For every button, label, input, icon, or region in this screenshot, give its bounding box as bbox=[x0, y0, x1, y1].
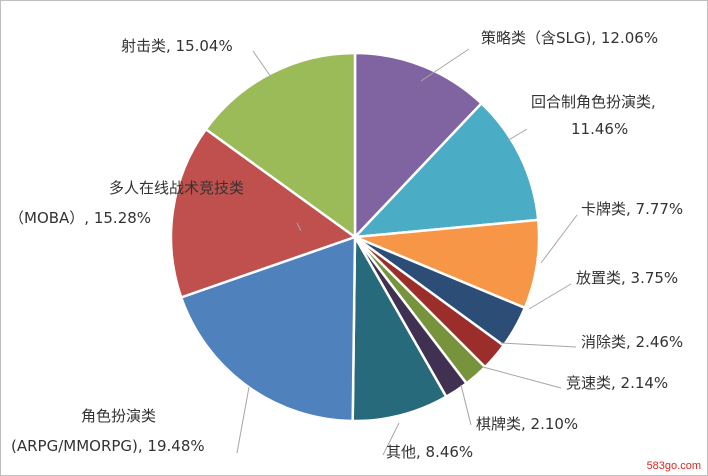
slice-labels: 策略类（含SLG), 12.06% 回合制角色扮演类, 11.46% 卡牌类, 7.7… bbox=[9, 29, 683, 461]
leader-lines bbox=[236, 48, 578, 456]
leader-line-7 bbox=[460, 384, 472, 426]
pie-slice-2 bbox=[351, 101, 540, 239]
leader-line-11 bbox=[252, 50, 272, 78]
leader-line-9 bbox=[236, 386, 250, 454]
pie-slice-11 bbox=[204, 51, 357, 240]
slice-label-9: 角色扮演类(ARPG/MMORPG), 19.48% bbox=[11, 407, 205, 455]
leader-line-6 bbox=[482, 366, 562, 389]
slice-label-8: 其他, 8.46% bbox=[386, 443, 473, 461]
pie-slice-8 bbox=[351, 232, 448, 423]
leader-line-8 bbox=[382, 422, 400, 456]
pie-slice-1 bbox=[353, 51, 484, 241]
leader-line-3 bbox=[540, 214, 578, 264]
leader-line-10 bbox=[296, 222, 302, 232]
leader-line-5 bbox=[500, 342, 577, 348]
leader-line-1 bbox=[420, 48, 470, 82]
slice-label-1: 策略类（含SLG), 12.06% bbox=[481, 29, 658, 47]
leader-line-4 bbox=[528, 283, 572, 310]
pie-slice-10 bbox=[169, 127, 358, 299]
slice-label-7: 棋牌类, 2.10% bbox=[476, 415, 578, 433]
slice-label-5: 消除类, 2.46% bbox=[581, 333, 683, 351]
watermark: 583go.com bbox=[647, 460, 701, 472]
slice-label-10: 多人在线战术竞技类（MOBA）, 15.28% bbox=[9, 179, 244, 227]
slice-label-11: 射击类, 15.04% bbox=[121, 37, 233, 55]
slice-label-2: 回合制角色扮演类, 11.46% bbox=[531, 93, 656, 138]
pie-slices bbox=[169, 51, 541, 423]
slice-label-3: 卡牌类, 7.77% bbox=[581, 200, 683, 218]
slice-label-6: 竞速类, 2.14% bbox=[566, 374, 668, 392]
leader-line-2 bbox=[506, 128, 528, 142]
slice-label-4: 放置类, 3.75% bbox=[576, 269, 678, 287]
